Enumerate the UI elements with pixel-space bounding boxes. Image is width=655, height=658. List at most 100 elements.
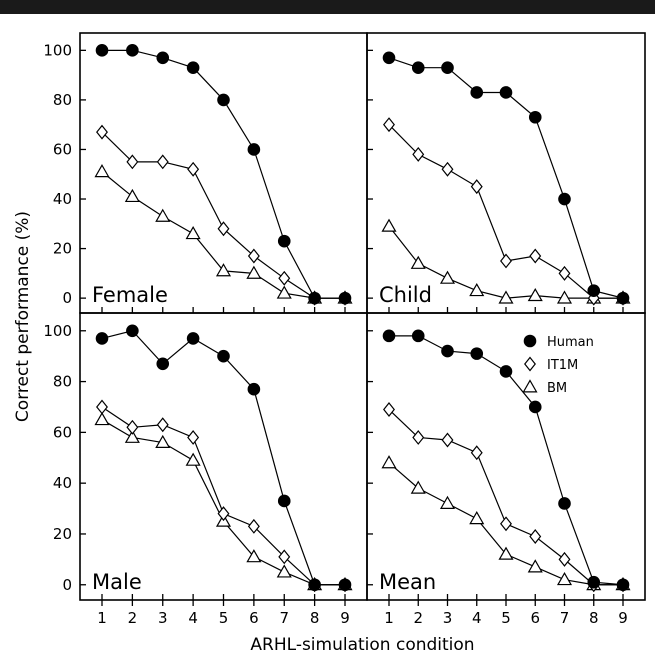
- data-point: [411, 61, 425, 74]
- panel-label: Male: [92, 570, 142, 594]
- y-tick-label: 100: [43, 322, 72, 340]
- x-tick-label: 1: [384, 609, 394, 627]
- data-point: [441, 161, 454, 177]
- data-point: [276, 564, 292, 578]
- data-point: [499, 86, 513, 99]
- data-point: [439, 270, 456, 284]
- data-point: [246, 549, 262, 563]
- data-point: [529, 529, 542, 544]
- data-point: [382, 329, 396, 343]
- x-tick-label: 9: [618, 609, 628, 627]
- data-point: [185, 452, 201, 466]
- series-human: [95, 324, 352, 592]
- data-point: [558, 551, 571, 567]
- data-point: [500, 516, 512, 532]
- legend-marker: [522, 379, 538, 393]
- data-point: [498, 290, 514, 304]
- data-point: [124, 188, 140, 203]
- data-point: [556, 290, 573, 304]
- data-point: [276, 285, 292, 299]
- data-point: [186, 332, 200, 345]
- legend-item-it1m: IT1M: [524, 356, 578, 373]
- data-point: [527, 559, 543, 573]
- data-point: [338, 578, 352, 592]
- data-point: [187, 161, 200, 177]
- data-point: [469, 282, 485, 297]
- data-point: [470, 86, 484, 99]
- x-tick-label: 5: [219, 609, 229, 627]
- data-point: [217, 93, 230, 107]
- data-point: [528, 400, 542, 414]
- x-tick-label: 3: [158, 609, 168, 627]
- data-point: [469, 511, 485, 525]
- panel-label: Mean: [379, 570, 436, 594]
- data-point: [439, 495, 456, 509]
- data-point: [277, 234, 291, 248]
- data-point: [155, 434, 171, 449]
- legend-label: BM: [547, 381, 567, 396]
- x-tick-label: 4: [188, 609, 198, 627]
- data-point: [616, 578, 630, 592]
- series-bm: [94, 411, 353, 591]
- data-point: [499, 365, 513, 378]
- x-tick-label: 3: [443, 609, 453, 627]
- y-tick-label: 20: [53, 525, 72, 543]
- data-point: [410, 255, 426, 269]
- data-point: [308, 291, 321, 305]
- data-point: [94, 411, 110, 426]
- data-point: [381, 455, 397, 469]
- data-point: [94, 164, 110, 178]
- data-point: [411, 329, 425, 343]
- y-tick-label: 80: [53, 373, 72, 391]
- data-point: [155, 208, 171, 222]
- legend: Human IT1M BM: [522, 334, 594, 396]
- data-point: [441, 61, 454, 74]
- data-point: [185, 225, 201, 240]
- data-point: [500, 253, 512, 269]
- data-point: [246, 265, 262, 279]
- panel-male: 0 20 40 60 80 100 1 2 3 4 5 6 7 8 9 Male: [43, 312, 368, 627]
- x-tick-label: 6: [530, 609, 540, 627]
- data-point: [616, 291, 630, 305]
- series-it1m: [96, 124, 351, 306]
- x-tick-label: 1: [97, 609, 107, 627]
- y-tick-label: 20: [53, 240, 72, 258]
- series-human: [95, 44, 352, 305]
- data-point: [558, 265, 571, 281]
- top-rule: [0, 0, 655, 14]
- panel-child: Child: [366, 32, 646, 314]
- data-point: [381, 218, 397, 232]
- legend-item-bm: BM: [522, 379, 567, 396]
- panel-label: Female: [92, 283, 168, 307]
- y-tick-label: 60: [53, 423, 72, 441]
- data-point: [498, 546, 514, 560]
- data-point: [186, 61, 200, 74]
- panel-female: 0 20 40 60 80 100 Female: [43, 32, 368, 314]
- x-tick-label: 6: [249, 609, 259, 627]
- legend-label: IT1M: [547, 358, 578, 373]
- data-point: [247, 143, 261, 156]
- data-point: [247, 248, 260, 264]
- y-tick-label: 0: [62, 289, 72, 307]
- legend-label: Human: [547, 335, 594, 350]
- series-human: [382, 329, 630, 592]
- data-point: [187, 429, 200, 445]
- x-tick-label: 7: [279, 609, 289, 627]
- y-tick-label: 40: [53, 190, 72, 208]
- data-point: [587, 284, 601, 297]
- data-point: [247, 382, 261, 396]
- data-point: [96, 399, 108, 415]
- data-point: [338, 291, 352, 305]
- y-tick-label: 80: [53, 91, 72, 109]
- data-point: [126, 419, 139, 435]
- series-it1m: [383, 402, 629, 593]
- data-point: [441, 344, 454, 358]
- series-line: [101, 330, 345, 586]
- data-point: [278, 270, 291, 286]
- data-point: [410, 480, 426, 494]
- data-point: [527, 287, 543, 302]
- x-axis-label: ARHL-simulation condition: [250, 635, 474, 655]
- x-tick-label: 2: [128, 609, 138, 627]
- x-tick-label: 7: [560, 609, 570, 627]
